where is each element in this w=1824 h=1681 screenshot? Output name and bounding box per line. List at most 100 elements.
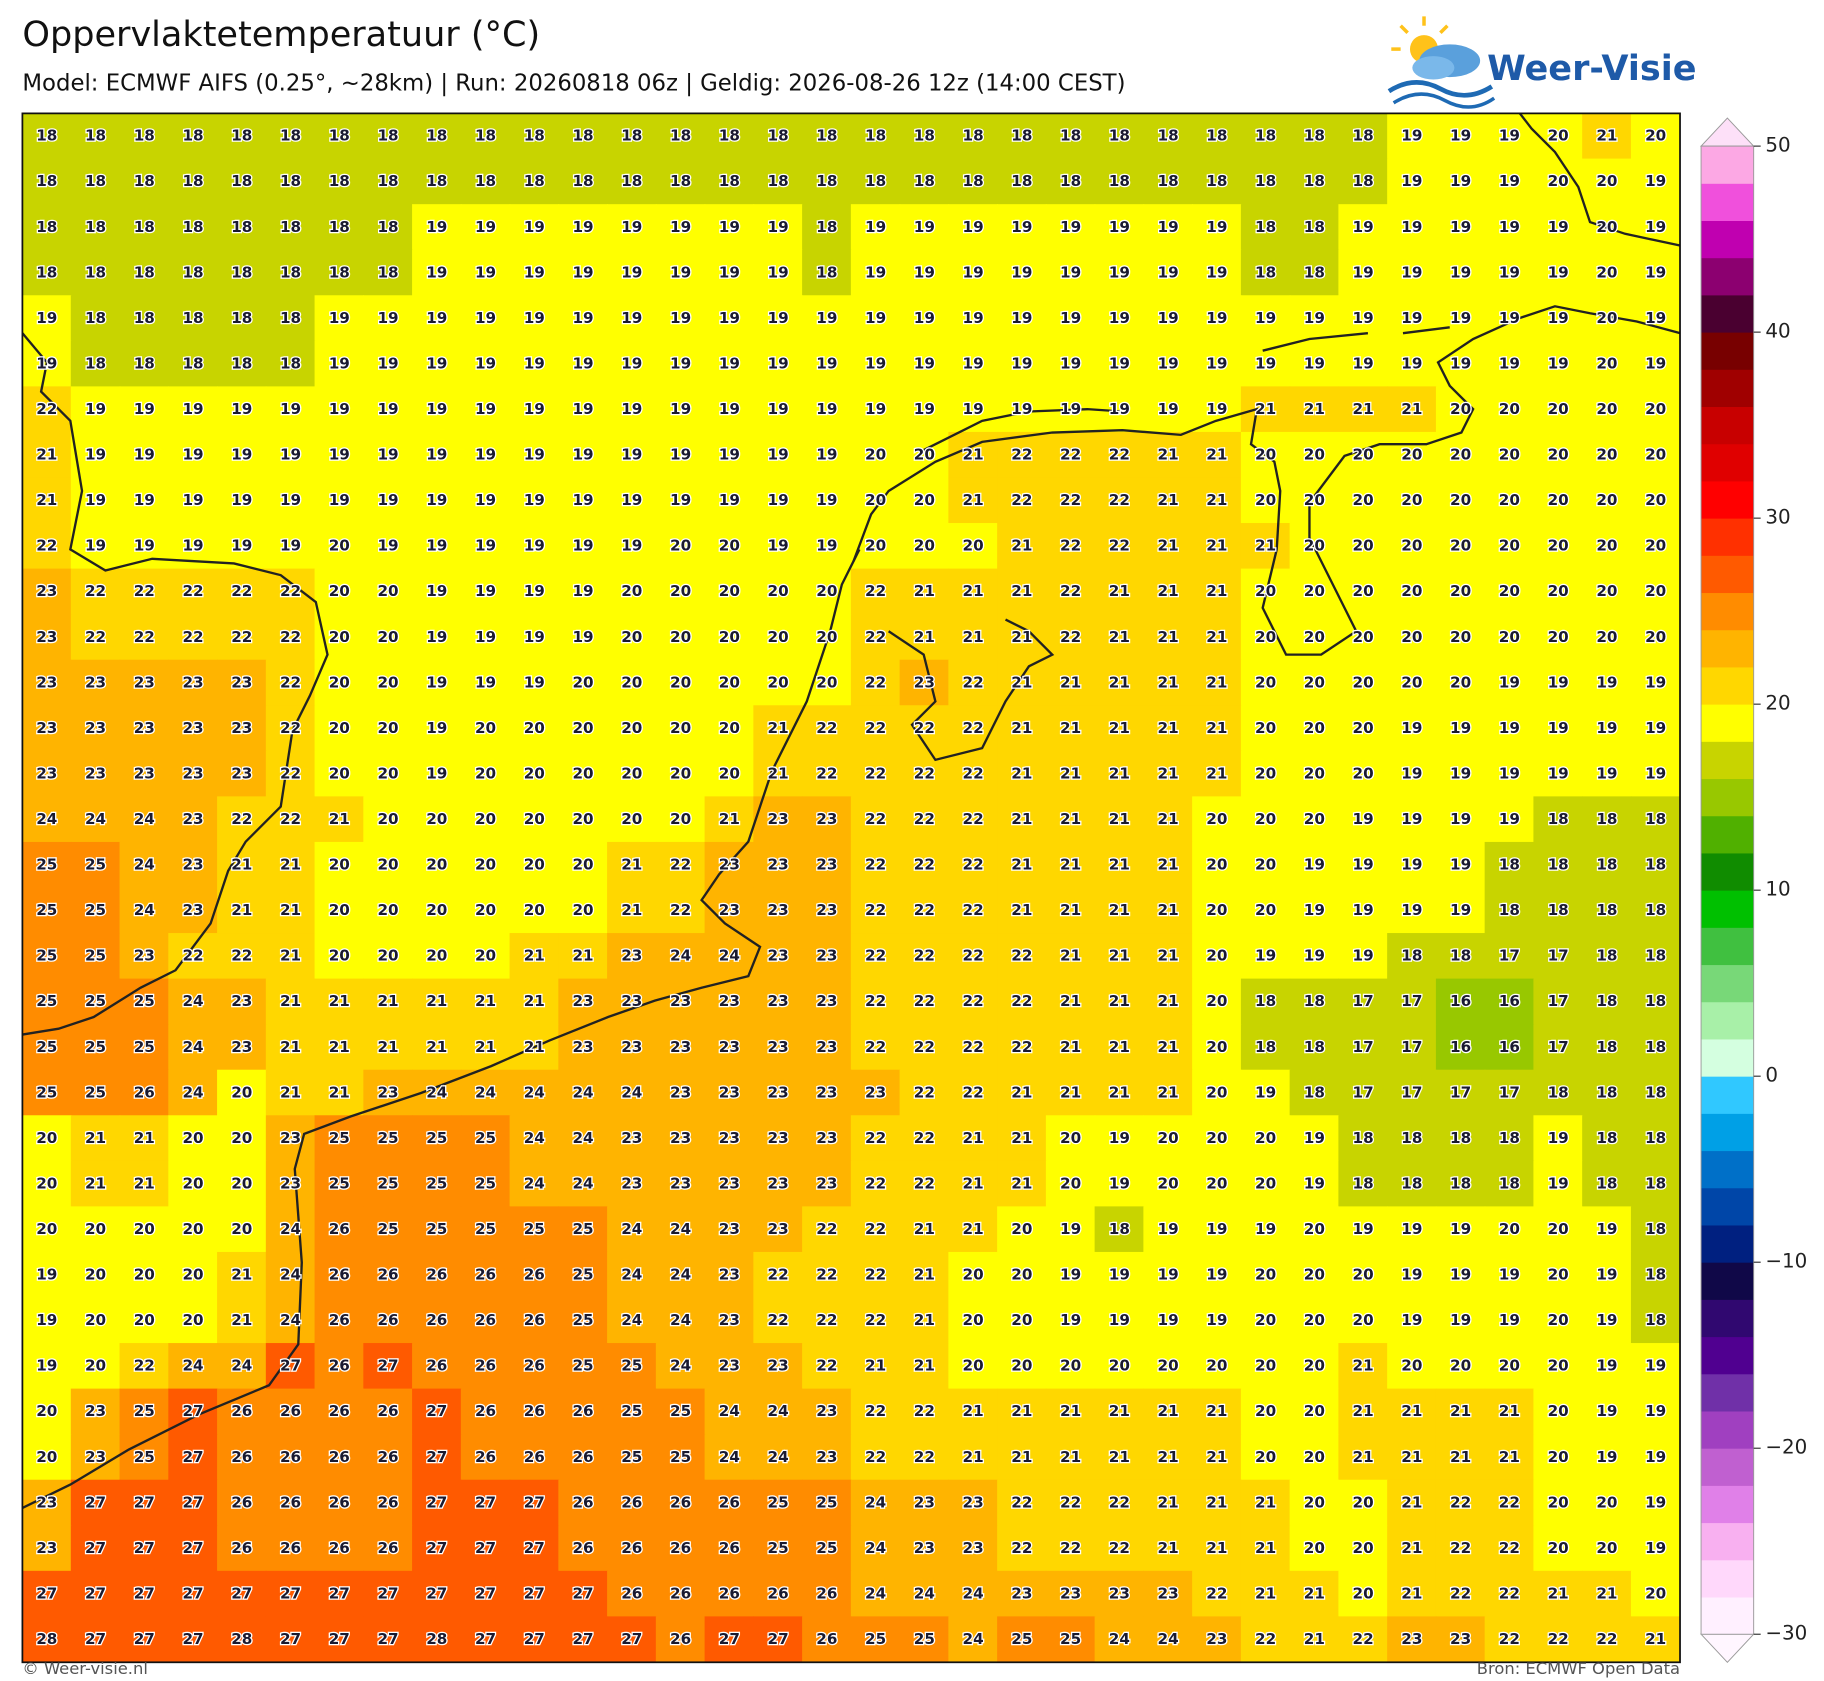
- temperature-value: 17: [1401, 992, 1422, 1010]
- temperature-value: 23: [1158, 1584, 1179, 1602]
- temperature-value: 20: [1304, 537, 1325, 555]
- temperature-value: 19: [1450, 309, 1471, 327]
- temperature-cell: [1143, 204, 1193, 251]
- colorbar-segment: [1701, 1001, 1754, 1040]
- temperature-value: 24: [280, 1311, 301, 1329]
- temperature-cell: [753, 568, 803, 615]
- temperature-value: 18: [85, 172, 106, 190]
- temperature-value: 22: [1011, 992, 1032, 1010]
- temperature-cell: [70, 887, 121, 934]
- temperature-value: 21: [1206, 1493, 1227, 1511]
- temperature-cell: [1240, 659, 1291, 706]
- temperature-cell: [1143, 568, 1193, 615]
- temperature-cell: [948, 933, 998, 980]
- temperature-value: 20: [1499, 537, 1520, 555]
- temperature-value: 21: [1060, 901, 1081, 919]
- colorbar-tick-label: 10: [1765, 878, 1790, 901]
- temperature-value: 26: [231, 1402, 252, 1420]
- temperature-value: 21: [329, 810, 350, 828]
- temperature-value: 19: [1450, 263, 1471, 281]
- temperature-value: 19: [719, 400, 740, 418]
- temperature-value: 18: [1596, 810, 1617, 828]
- temperature-cell: [1630, 841, 1681, 889]
- temperature-value: 20: [134, 1220, 155, 1238]
- temperature-value: 27: [572, 1630, 593, 1648]
- temperature-cell: [509, 614, 560, 661]
- temperature-cell: [1533, 249, 1583, 296]
- temperature-cell: [1484, 477, 1535, 524]
- temperature-value: 27: [426, 1448, 447, 1466]
- temperature-value: 21: [1304, 1584, 1325, 1602]
- temperature-value: 22: [280, 810, 301, 828]
- temperature-cell: [363, 431, 413, 479]
- temperature-cell: [1094, 295, 1145, 342]
- temperature-cell: [1240, 340, 1291, 388]
- temperature-value: 21: [36, 446, 57, 464]
- temperature-cell: [1435, 568, 1486, 615]
- temperature-value: 19: [572, 491, 593, 509]
- temperature-value: 21: [1011, 582, 1032, 600]
- temperature-value: 22: [670, 856, 691, 874]
- temperature-cell: [314, 887, 365, 934]
- temperature-cell: [314, 431, 365, 479]
- temperature-cell: [607, 887, 657, 934]
- temperature-value: 19: [1206, 354, 1227, 372]
- temperature-cell: [1533, 841, 1583, 889]
- temperature-value: 27: [36, 1584, 57, 1602]
- temperature-value: 26: [329, 1311, 350, 1329]
- temperature-value: 22: [865, 1174, 886, 1192]
- temperature-value: 27: [719, 1630, 740, 1648]
- temperature-cell: [899, 978, 950, 1025]
- temperature-value: 21: [914, 628, 935, 646]
- temperature-cell: [1582, 523, 1632, 570]
- colorbar-segment: [1701, 1485, 1754, 1524]
- temperature-value: 22: [963, 719, 984, 737]
- temperature-cell: [119, 386, 170, 433]
- temperature-cell: [997, 568, 1047, 615]
- temperature-value: 21: [1011, 1448, 1032, 1466]
- temperature-value: 24: [1109, 1630, 1130, 1648]
- temperature-cell: [363, 340, 413, 388]
- temperature-value: 24: [280, 1266, 301, 1284]
- temperature-value: 19: [1109, 263, 1130, 281]
- temperature-value: 22: [280, 719, 301, 737]
- temperature-value: 19: [670, 354, 691, 372]
- temperature-value: 20: [1353, 628, 1374, 646]
- temperature-cell: [1143, 933, 1193, 980]
- temperature-value: 21: [963, 628, 984, 646]
- temperature-value: 20: [1548, 628, 1569, 646]
- temperature-value: 22: [865, 1448, 886, 1466]
- temperature-cell: [704, 523, 755, 570]
- temperature-value: 23: [768, 901, 789, 919]
- temperature-value: 20: [1401, 537, 1422, 555]
- temperature-value: 20: [36, 1220, 57, 1238]
- temperature-cell: [22, 614, 72, 661]
- temperature-value: 19: [1011, 309, 1032, 327]
- temperature-value: 21: [1255, 1584, 1276, 1602]
- temperature-value: 20: [329, 537, 350, 555]
- temperature-value: 23: [231, 992, 252, 1010]
- temperature-cell: [1240, 841, 1291, 889]
- temperature-cell: [1289, 933, 1340, 980]
- temperature-cell: [948, 614, 998, 661]
- temperature-value: 18: [1645, 1220, 1666, 1238]
- temperature-cell: [314, 113, 365, 160]
- temperature-value: 20: [426, 810, 447, 828]
- temperature-value: 20: [1353, 673, 1374, 691]
- temperature-cell: [22, 568, 72, 615]
- temperature-value: 19: [426, 446, 447, 464]
- temperature-cell: [558, 796, 608, 843]
- temperature-value: 20: [1548, 537, 1569, 555]
- temperature-cell: [899, 523, 950, 570]
- temperature-cell: [1289, 614, 1340, 661]
- temperature-cell: [1533, 750, 1583, 798]
- temperature-value: 20: [1304, 1402, 1325, 1420]
- temperature-value: 26: [524, 1311, 545, 1329]
- temperature-cell: [1045, 204, 1096, 251]
- temperature-value: 23: [572, 992, 593, 1010]
- temperature-cell: [1387, 249, 1437, 296]
- temperature-value: 20: [1255, 628, 1276, 646]
- temperature-cell: [948, 477, 998, 524]
- temperature-value: 21: [963, 1129, 984, 1147]
- temperature-value: 27: [182, 1630, 203, 1648]
